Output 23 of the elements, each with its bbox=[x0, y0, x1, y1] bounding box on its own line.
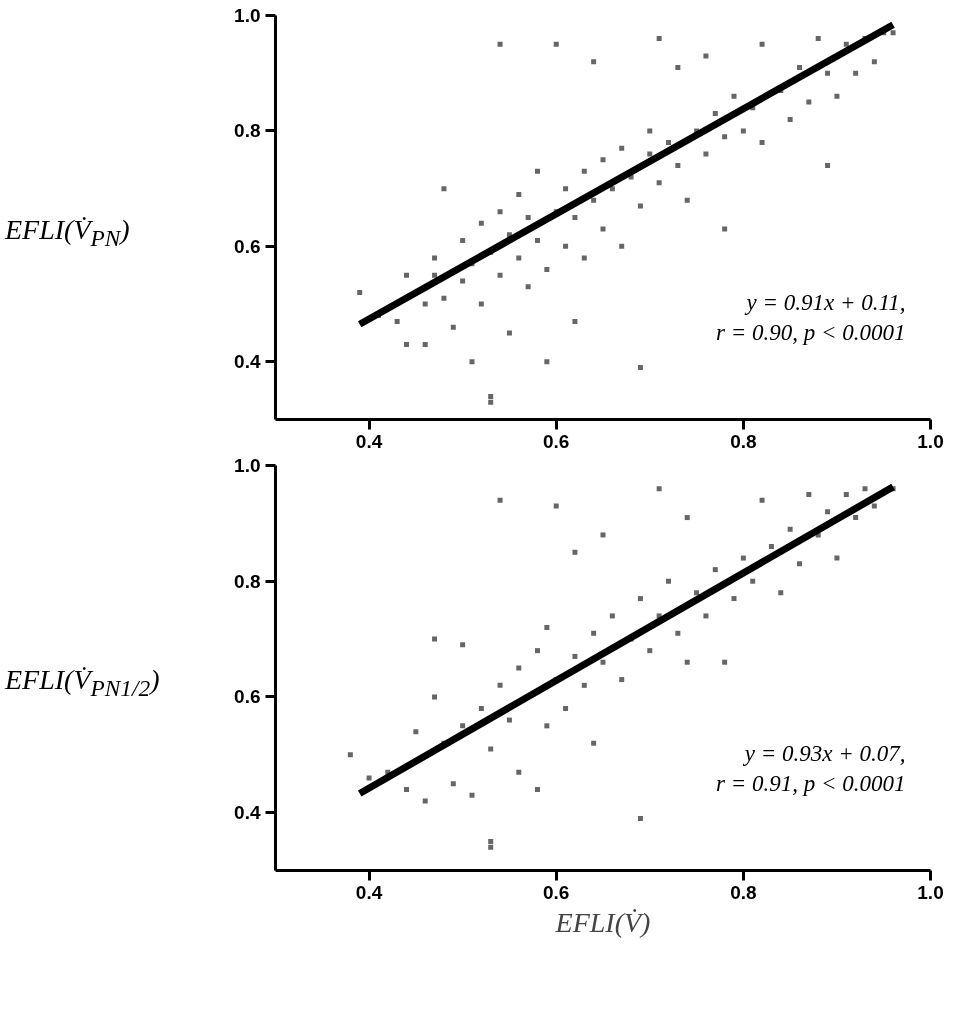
y-tick-label: 0.4 bbox=[234, 802, 261, 824]
y-tick-label: 0.4 bbox=[234, 351, 261, 373]
annotation: y = 0.91x + 0.11, bbox=[744, 289, 906, 315]
y-tick-label: 0.8 bbox=[234, 570, 261, 592]
annotation: r = 0.90, p < 0.0001 bbox=[716, 319, 906, 345]
y-tick-label: 1.0 bbox=[234, 5, 261, 26]
x-tick-label: 0.4 bbox=[355, 430, 383, 452]
x-tick-label: 0.8 bbox=[730, 881, 757, 903]
x-tick-label: 1.0 bbox=[917, 881, 944, 903]
y-tick-label: 1.0 bbox=[234, 455, 261, 476]
y-tick-label: 0.6 bbox=[234, 235, 261, 257]
x-axis-title: EFLI(V̇) bbox=[554, 906, 651, 938]
annotation: r = 0.91, p < 0.0001 bbox=[716, 770, 906, 796]
y-tick-label: 0.8 bbox=[234, 120, 261, 142]
y-tick-label: 0.6 bbox=[234, 686, 261, 708]
x-tick-label: 0.8 bbox=[730, 430, 757, 452]
x-tick-label: 0.6 bbox=[543, 430, 570, 452]
y-axis-title: EFLI(V̇$_{PN1/2}$) bbox=[5, 663, 160, 703]
x-tick-label: 1.0 bbox=[917, 430, 944, 452]
y-axis-title: EFLI(V̇$_{PN}$) bbox=[5, 213, 130, 253]
x-tick-label: 0.6 bbox=[543, 881, 570, 903]
x-tick-label: 0.4 bbox=[355, 881, 383, 903]
annotation: y = 0.93x + 0.07, bbox=[742, 740, 906, 766]
